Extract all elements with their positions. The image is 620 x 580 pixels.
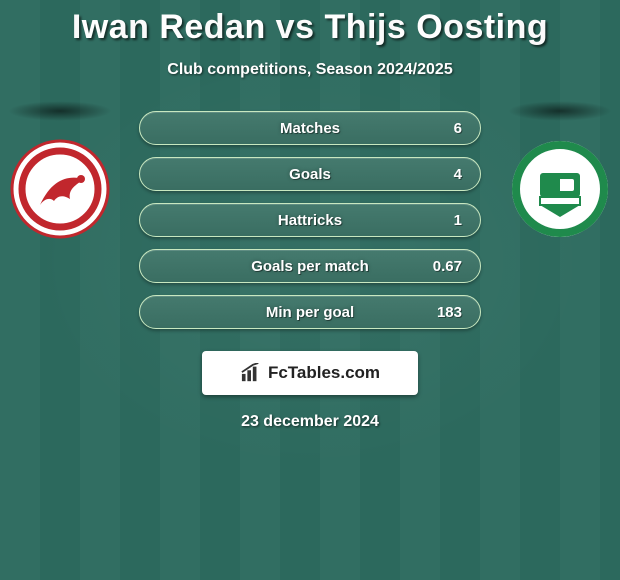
stat-label: Goals bbox=[140, 166, 480, 183]
stat-label: Min per goal bbox=[140, 304, 480, 321]
stat-row-hattricks: Hattricks 1 bbox=[139, 203, 481, 237]
stat-value-right: 1 bbox=[454, 212, 462, 229]
stat-row-goals-per-match: Goals per match 0.67 bbox=[139, 249, 481, 283]
fc-groningen-badge-icon bbox=[510, 139, 610, 239]
left-player-column bbox=[0, 101, 120, 239]
stat-row-min-per-goal: Min per goal 183 bbox=[139, 295, 481, 329]
player-silhouette-shadow bbox=[8, 101, 112, 121]
stat-value-right: 6 bbox=[454, 120, 462, 137]
comparison-stage: Matches 6 Goals 4 Hattricks 1 Goals per … bbox=[0, 111, 620, 431]
stat-label: Matches bbox=[140, 120, 480, 137]
almere-city-badge-icon bbox=[10, 139, 110, 239]
subtitle: Club competitions, Season 2024/2025 bbox=[0, 61, 620, 79]
date-text: 23 december 2024 bbox=[0, 413, 620, 431]
bar-chart-icon bbox=[240, 363, 262, 383]
stat-value-right: 0.67 bbox=[433, 258, 462, 275]
brand-box: FcTables.com bbox=[202, 351, 418, 395]
left-team-badge bbox=[10, 139, 110, 239]
right-team-badge bbox=[510, 139, 610, 239]
stat-row-matches: Matches 6 bbox=[139, 111, 481, 145]
right-player-column bbox=[500, 101, 620, 239]
stat-row-goals: Goals 4 bbox=[139, 157, 481, 191]
stat-label: Goals per match bbox=[140, 258, 480, 275]
page-title: Iwan Redan vs Thijs Oosting bbox=[0, 0, 620, 47]
stat-label: Hattricks bbox=[140, 212, 480, 229]
stat-value-right: 183 bbox=[437, 304, 462, 321]
player-silhouette-shadow bbox=[508, 101, 612, 121]
stat-bars: Matches 6 Goals 4 Hattricks 1 Goals per … bbox=[139, 111, 481, 329]
stat-value-right: 4 bbox=[454, 166, 462, 183]
brand-text: FcTables.com bbox=[268, 363, 380, 383]
